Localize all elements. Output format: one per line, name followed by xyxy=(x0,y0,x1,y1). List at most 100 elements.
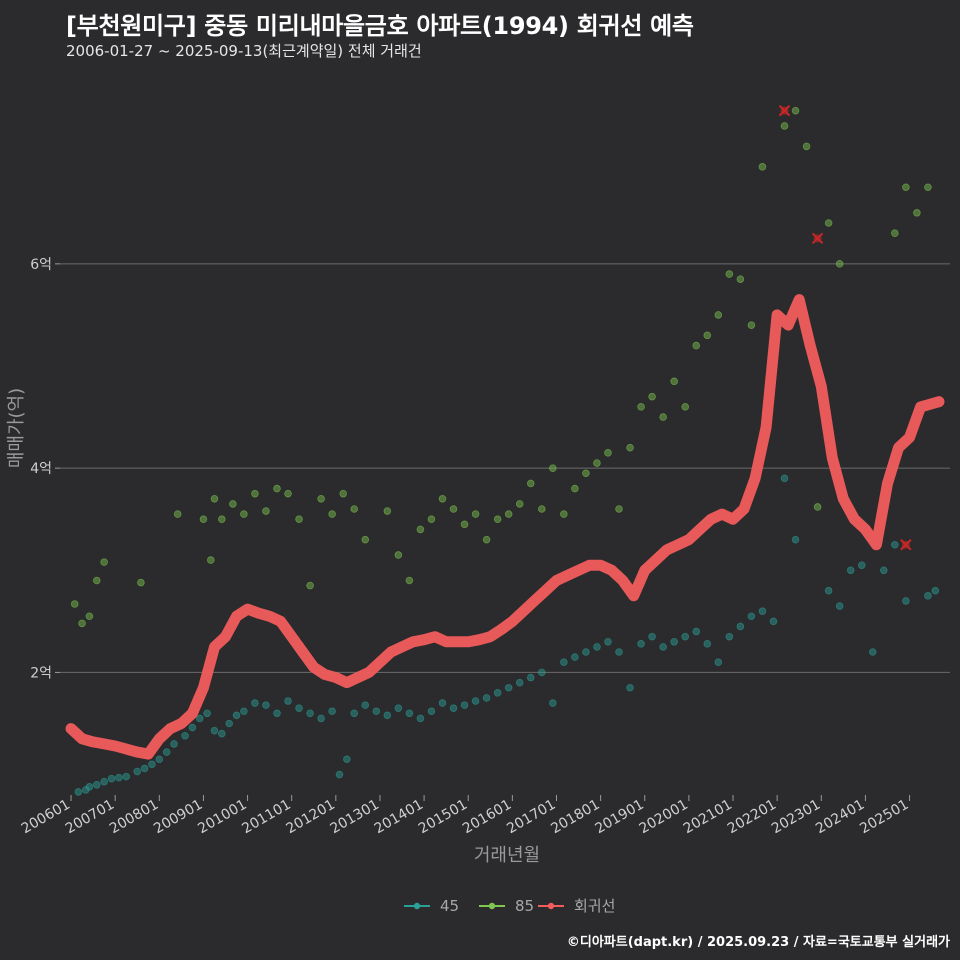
point-85 xyxy=(173,510,182,518)
point-85 xyxy=(626,443,634,452)
point-45 xyxy=(100,777,108,786)
point-45 xyxy=(148,760,156,769)
point-45 xyxy=(604,637,612,646)
point-85 xyxy=(70,600,79,608)
point-45 xyxy=(438,699,447,707)
point-45 xyxy=(526,673,535,682)
point-45 xyxy=(195,714,204,723)
page-subtitle: 2006-01-27 ~ 2025-09-13(최근계약일) 전체 거래건 xyxy=(66,42,422,60)
x-tick-label: 201001 xyxy=(195,797,249,838)
point-45 xyxy=(626,683,634,692)
point-85 xyxy=(85,612,94,621)
point-45 xyxy=(188,723,197,732)
point-85 xyxy=(725,270,734,278)
point-85 xyxy=(824,219,833,227)
point-85 xyxy=(560,510,568,518)
point-45 xyxy=(681,632,690,641)
x-tick-label: 201401 xyxy=(372,797,426,838)
point-45 xyxy=(549,699,557,707)
point-45 xyxy=(824,586,833,595)
point-85 xyxy=(218,515,226,524)
point-45 xyxy=(394,704,403,712)
point-45 xyxy=(218,729,226,738)
point-45 xyxy=(582,648,590,656)
point-85 xyxy=(515,500,524,508)
x-tick-label: 202001 xyxy=(637,797,691,838)
point-45 xyxy=(504,683,513,692)
point-45 xyxy=(659,643,667,651)
x-tick-label: 201601 xyxy=(460,797,514,838)
point-45 xyxy=(203,709,211,718)
point-45 xyxy=(372,707,381,716)
point-85 xyxy=(78,619,86,628)
point-45 xyxy=(240,707,248,716)
point-85 xyxy=(273,484,281,493)
point-85 xyxy=(284,489,292,498)
point-85 xyxy=(493,515,502,524)
point-45 xyxy=(122,772,130,781)
source-caption: ©디아파트(dapt.kr) / 2025.09.23 / 자료=국토교통부 실… xyxy=(566,935,950,950)
point-45 xyxy=(225,719,233,728)
x-tick-label: 201201 xyxy=(284,797,338,838)
point-45 xyxy=(924,592,932,600)
point-45 xyxy=(593,643,601,651)
point-45 xyxy=(780,474,789,483)
point-85 xyxy=(913,208,921,217)
point-45 xyxy=(107,774,116,783)
point-45 xyxy=(515,678,524,687)
x-tick-label: 200801 xyxy=(107,797,161,838)
point-45 xyxy=(571,653,579,661)
point-85 xyxy=(137,578,145,587)
point-45 xyxy=(891,540,899,549)
x-tick-label: 201501 xyxy=(416,797,470,838)
legend-label: 45 xyxy=(440,897,459,915)
point-45 xyxy=(251,699,259,707)
point-45 xyxy=(931,586,940,595)
point-45 xyxy=(181,731,189,740)
point-85 xyxy=(100,558,108,566)
point-85 xyxy=(780,122,789,130)
point-85 xyxy=(537,505,546,513)
point-85 xyxy=(210,494,219,503)
point-45 xyxy=(880,566,888,575)
legend-dot xyxy=(547,902,555,910)
point-85 xyxy=(758,163,767,171)
point-85 xyxy=(813,503,822,511)
point-45 xyxy=(670,637,678,646)
point-45 xyxy=(537,668,546,677)
x-tick-label: 201701 xyxy=(504,797,558,838)
point-85 xyxy=(199,515,208,524)
legend-dot xyxy=(488,902,496,910)
point-45 xyxy=(692,627,701,636)
point-45 xyxy=(155,755,164,764)
point-85 xyxy=(615,505,623,513)
point-85 xyxy=(637,403,645,411)
scatter-layer xyxy=(70,106,940,796)
point-85 xyxy=(251,489,259,498)
point-45 xyxy=(560,658,568,667)
point-85 xyxy=(736,275,745,283)
point-45 xyxy=(343,755,351,764)
point-85 xyxy=(416,525,425,534)
point-85 xyxy=(438,494,447,503)
x-tick-label: 202401 xyxy=(813,797,867,838)
point-45 xyxy=(162,748,171,756)
x-tick-label: 202201 xyxy=(725,797,779,838)
x-axis-title: 거래년월 xyxy=(474,845,540,866)
point-45 xyxy=(902,597,910,605)
point-85 xyxy=(571,484,579,493)
point-85 xyxy=(449,505,458,513)
point-85 xyxy=(670,377,678,386)
grid-layer xyxy=(60,263,950,673)
point-45 xyxy=(449,704,458,712)
point-85 xyxy=(92,576,101,585)
point-45 xyxy=(284,697,292,705)
point-85 xyxy=(394,551,403,559)
point-85 xyxy=(383,507,392,515)
point-45 xyxy=(210,726,219,735)
x-tick-label: 201901 xyxy=(592,797,646,838)
point-45 xyxy=(835,602,844,610)
x-tick-label: 200601 xyxy=(19,797,73,838)
point-45 xyxy=(416,714,425,723)
